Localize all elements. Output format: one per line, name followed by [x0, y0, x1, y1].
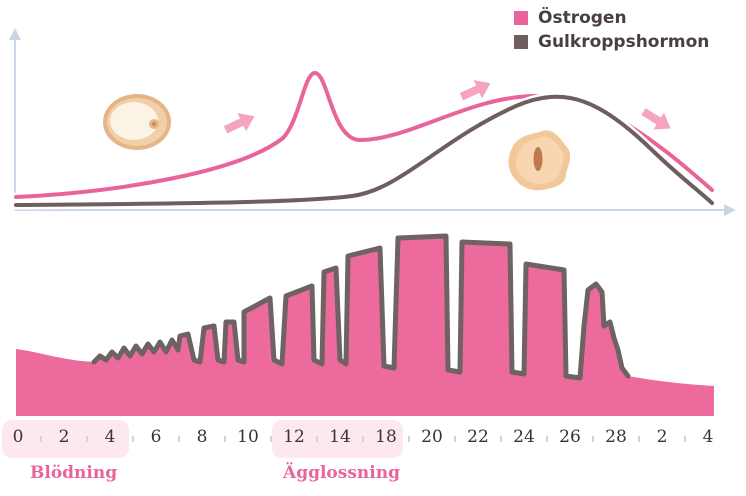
day-tick-separator [638, 436, 640, 442]
phase-label-bleeding: Blödning [30, 463, 118, 483]
legend-swatch-estrogen [514, 11, 528, 25]
endometrium-shape [16, 236, 714, 416]
legend-item-estrogen: Östrogen [514, 6, 709, 30]
x-axis-arrow-icon [724, 204, 736, 216]
day-tick-separator [684, 436, 686, 442]
day-tick-separator [362, 436, 364, 442]
y-axis-arrow-icon [9, 28, 21, 40]
legend-label-estrogen: Östrogen [538, 8, 627, 28]
day-tick-label: 22 [467, 427, 489, 447]
day-tick-label: 0 [12, 427, 24, 447]
corpus-luteum-icon [508, 130, 571, 191]
day-tick-label: 28 [605, 427, 627, 447]
day-tick-label: 8 [196, 427, 208, 447]
day-tick-separator [592, 436, 594, 442]
day-tick-separator [224, 436, 226, 442]
bleeding-days-highlight [2, 420, 129, 458]
day-tick-label: 2 [58, 427, 70, 447]
legend-item-progesterone: Gulkroppshormon [514, 30, 709, 54]
legend-swatch-progesterone [514, 35, 528, 49]
legend-label-progesterone: Gulkroppshormon [538, 32, 710, 52]
day-tick-label: 6 [150, 427, 162, 447]
ovulation-days-highlight [272, 420, 403, 458]
day-tick-separator [270, 436, 272, 442]
day-tick-separator [546, 436, 548, 442]
endometrium-outline [91, 233, 631, 381]
day-tick-label: 4 [104, 427, 116, 447]
day-tick-separator [454, 436, 456, 442]
day-tick-separator [408, 436, 410, 442]
day-tick-label: 12 [283, 427, 305, 447]
rising-arrow-icon [459, 80, 491, 101]
day-tick-label: 24 [513, 427, 535, 447]
egg-cell-icon [103, 94, 171, 150]
day-tick-label: 20 [421, 427, 443, 447]
day-tick-separator [316, 436, 318, 442]
day-tick-label: 26 [559, 427, 581, 447]
day-tick-label: 18 [375, 427, 397, 447]
day-tick-separator [132, 436, 134, 442]
falling-arrow-icon [641, 108, 671, 130]
day-tick-separator [86, 436, 88, 442]
day-tick-separator [178, 436, 180, 442]
day-tick-separator [40, 436, 42, 442]
legend: Östrogen Gulkroppshormon [514, 6, 709, 54]
rising-arrow-icon [223, 113, 255, 134]
day-tick-label: 10 [237, 427, 259, 447]
day-tick-label: 14 [329, 427, 351, 447]
day-tick-label: 2 [656, 427, 668, 447]
day-tick-label: 4 [702, 427, 714, 447]
day-tick-separator [500, 436, 502, 442]
progesterone-curve [11, 92, 717, 210]
hormone-axes [9, 28, 736, 216]
phase-label-ovulation: Ägglossning [283, 463, 400, 483]
